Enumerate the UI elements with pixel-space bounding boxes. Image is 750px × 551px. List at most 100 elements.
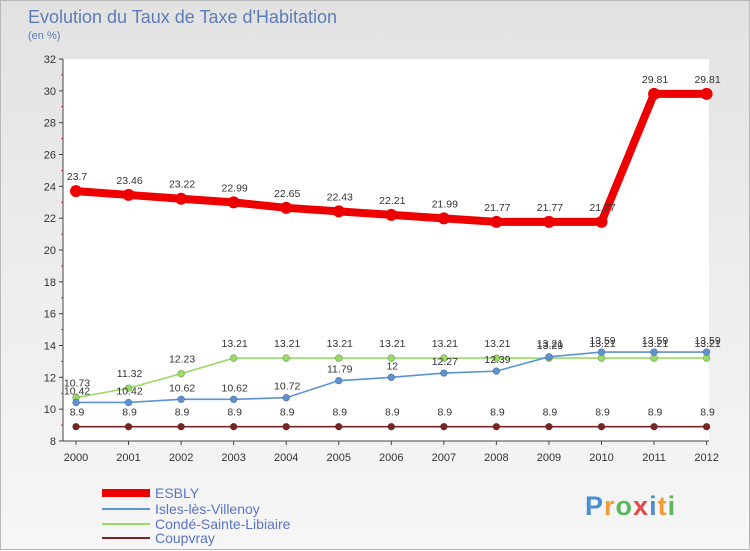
y-tick-label: 18 (44, 277, 56, 289)
data-label: 13.21 (379, 338, 405, 350)
data-label: 13.59 (694, 335, 720, 347)
data-point-1 (177, 395, 185, 403)
data-label: 13.21 (222, 338, 248, 350)
data-point-esbly (227, 196, 240, 209)
data-label: 8.9 (648, 407, 663, 419)
y-tick-label: 24 (44, 181, 56, 193)
data-point-esbly (595, 215, 608, 228)
y-tick-label: 20 (44, 245, 56, 257)
y-tick-label: 14 (44, 341, 56, 353)
data-point-2 (177, 369, 185, 378)
data-point-3 (702, 422, 711, 431)
y-tick-label: 16 (44, 309, 56, 321)
logo-letter: r (604, 491, 616, 521)
data-label: 23.22 (169, 179, 195, 191)
data-point-3 (387, 422, 395, 431)
x-tick-label: 2001 (116, 452, 140, 464)
data-point-2 (387, 354, 395, 362)
data-label: 8.9 (280, 407, 295, 419)
data-point-3 (650, 422, 658, 431)
data-label: 13.21 (327, 338, 353, 350)
data-point-3 (177, 422, 185, 431)
data-label: 22.99 (222, 182, 248, 194)
data-label: 13.21 (694, 338, 720, 350)
legend-label: Coupvray (155, 530, 215, 546)
data-point-3 (440, 422, 448, 431)
data-label: 22.43 (327, 191, 353, 203)
unit-label: (en %) (28, 30, 61, 42)
data-point-3 (229, 422, 238, 431)
data-point-2 (124, 384, 133, 392)
data-point-3 (492, 422, 501, 431)
data-label: 13.59 (642, 335, 668, 347)
data-label: 10.72 (274, 381, 300, 393)
data-label: 11.32 (117, 368, 143, 380)
x-tick-label: 2008 (484, 452, 508, 464)
data-point-esbly (280, 201, 293, 214)
data-label: 12.27 (432, 356, 458, 368)
data-point-1 (702, 348, 711, 356)
data-label: 8.9 (227, 407, 242, 419)
y-tick-label: 12 (44, 372, 56, 384)
x-tick-label: 2006 (379, 452, 403, 464)
data-point-3 (597, 422, 606, 431)
data-point-1 (440, 369, 448, 377)
data-label: 13.59 (589, 335, 615, 347)
x-tick-label: 2010 (589, 452, 613, 464)
data-point-1 (72, 398, 80, 407)
y-tick-label: 26 (44, 150, 56, 162)
data-point-1 (124, 398, 133, 407)
data-point-1 (335, 376, 343, 385)
x-tick-label: 2007 (432, 452, 456, 464)
y-tick-label: 28 (44, 118, 56, 130)
data-point-esbly (385, 208, 398, 221)
data-label: 21.77 (484, 202, 510, 214)
data-label: 8.9 (490, 407, 505, 419)
x-tick-label: 2000 (64, 452, 88, 464)
data-label: 22.21 (379, 195, 405, 207)
data-point-3 (72, 422, 80, 431)
data-label: 12.23 (169, 354, 195, 366)
logo-letter: P (585, 491, 605, 521)
logo-letter: o (615, 491, 634, 521)
data-point-1 (229, 395, 238, 403)
data-point-1 (387, 373, 395, 382)
data-point-3 (545, 422, 553, 431)
x-tick-label: 2005 (327, 452, 351, 464)
data-point-1 (492, 367, 501, 375)
data-label: 10.62 (222, 382, 248, 394)
y-tick-label: 30 (44, 86, 56, 98)
x-tick-label: 2009 (537, 452, 561, 464)
data-label: 8.9 (175, 407, 190, 419)
data-point-esbly (542, 215, 555, 228)
data-label: 29.81 (694, 74, 720, 86)
y-tick-label: 22 (44, 213, 56, 225)
y-tick-label: 8 (50, 436, 56, 448)
y-tick-label: 32 (44, 54, 56, 66)
legend-label: Condé-Sainte-Libiaire (155, 516, 291, 532)
logo-letter: t (657, 491, 668, 521)
data-label: 13.29 (537, 340, 563, 352)
data-point-2 (335, 354, 343, 362)
data-point-esbly (700, 87, 713, 100)
data-point-1 (597, 348, 606, 356)
data-label: 8.9 (70, 407, 85, 419)
data-label: 10.62 (169, 382, 195, 394)
chart-title: Evolution du Taux de Taxe d'Habitation (28, 7, 337, 27)
data-label: 8.9 (700, 407, 715, 419)
data-label: 21.99 (432, 198, 458, 210)
data-point-esbly (175, 192, 188, 205)
logo-letter: i (649, 491, 658, 521)
data-label: 8.9 (595, 407, 610, 419)
data-label: 8.9 (385, 407, 400, 419)
brand-logo: Proxiti (585, 491, 676, 522)
data-label: 10.42 (116, 385, 142, 397)
data-point-3 (282, 422, 290, 431)
x-tick-label: 2002 (169, 452, 193, 464)
y-tick-label: 10 (44, 404, 56, 416)
data-label: 10.73 (64, 378, 90, 390)
data-point-esbly (122, 188, 135, 201)
data-label: 8.9 (543, 407, 558, 419)
